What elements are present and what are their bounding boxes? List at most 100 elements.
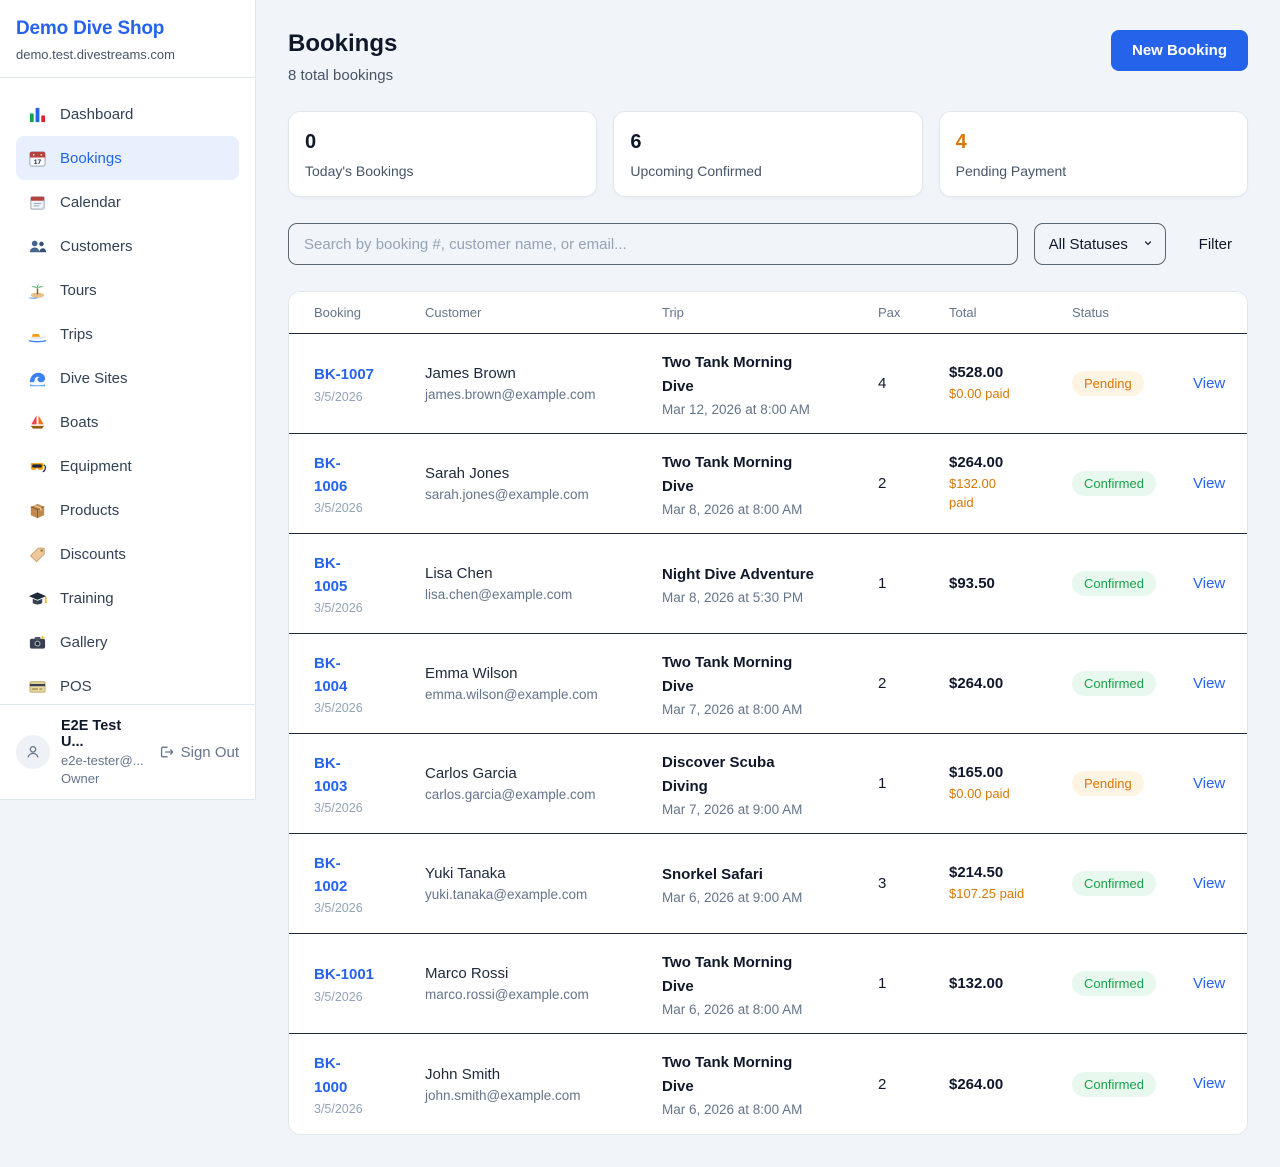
action-cell: View — [1193, 675, 1231, 693]
view-link[interactable]: View — [1193, 374, 1226, 392]
pax-value: 1 — [878, 575, 887, 592]
table-row: BK- 1003 3/5/2026 Carlos Garcia carlos.garc… — [289, 734, 1247, 834]
sidebar-item-trips[interactable]: Trips — [16, 312, 239, 356]
stat-card-pending-payment: 4 Pending Payment — [938, 111, 1248, 197]
sidebar-nav: Dashboard 17 Bookings Calendar Customers Tour… — [0, 78, 255, 722]
customer-name: Yuki Tanaka — [425, 865, 506, 882]
booking-id-link[interactable]: BK- 1002 — [314, 854, 348, 895]
sidebar-item-boats[interactable]: Boats — [16, 400, 239, 444]
shop-name: Demo Dive Shop — [16, 18, 165, 39]
column-header: Pax — [878, 305, 901, 320]
sidebar: Demo Dive Shop demo.test.divestreams.com… — [0, 0, 256, 800]
booking-id-link[interactable]: BK- 1005 — [314, 554, 348, 595]
sidebar-item-label: Products — [60, 501, 120, 519]
sign-out-button[interactable]: Sign Out — [158, 744, 239, 761]
pax-value: 2 — [878, 1075, 887, 1093]
trip-cell: Two Tank Morning Dive Mar 6, 2026 at 8:00… — [662, 951, 878, 1017]
sign-out-label: Sign Out — [180, 743, 239, 761]
graduation-cap-icon — [28, 589, 47, 608]
customer-cell: Emma Wilson emma.wilson@example.com — [425, 665, 662, 702]
booking-id-link[interactable]: BK-1007 — [314, 366, 375, 384]
status-cell: Pending — [1072, 771, 1193, 796]
status-filter-select[interactable]: All Statuses — [1033, 223, 1166, 265]
pax-value: 2 — [878, 475, 887, 492]
shop-domain: demo.test.divestreams.com — [16, 47, 175, 62]
sidebar-item-label: Calendar — [60, 193, 121, 211]
trip-cell: Snorkel Safari Mar 6, 2026 at 9:00 AM — [662, 863, 878, 905]
avatar — [16, 735, 50, 769]
customer-email: emma.wilson@example.com — [425, 687, 598, 702]
sidebar-item-label: Dive Sites — [60, 369, 128, 387]
total-cell: $528.00 $0.00 paid — [949, 364, 1072, 404]
sidebar-item-dive-sites[interactable]: Dive Sites — [16, 356, 239, 400]
total-cell: $93.50 — [949, 575, 1072, 592]
booking-id-link[interactable]: BK- 1004 — [314, 654, 348, 695]
view-link[interactable]: View — [1193, 874, 1226, 892]
view-link[interactable]: View — [1193, 474, 1226, 492]
trip-name: Discover Scuba Diving — [662, 753, 775, 795]
sidebar-item-bookings[interactable]: 17 Bookings — [16, 136, 239, 180]
sidebar-item-training[interactable]: Training — [16, 576, 239, 620]
speedboat-icon — [28, 325, 47, 344]
stat-label: Pending Payment — [955, 163, 1067, 179]
status-cell: Confirmed — [1072, 571, 1193, 596]
sidebar-item-pos[interactable]: POS — [16, 664, 239, 708]
booking-id-link[interactable]: BK- 1000 — [314, 1055, 348, 1096]
booking-id-link[interactable]: BK-1001 — [314, 966, 375, 984]
status-cell: Confirmed — [1072, 1071, 1193, 1097]
total-amount: $264.00 — [949, 1075, 1004, 1093]
paid-amount: $107.25 paid — [949, 885, 1025, 901]
sidebar-item-customers[interactable]: Customers — [16, 224, 239, 268]
calendar-date-icon: 17 — [28, 149, 47, 168]
user-email: e2e-tester@... — [61, 753, 144, 768]
user-name: E2E Test U... — [61, 718, 122, 750]
booking-date: 3/5/2026 — [314, 501, 363, 516]
total-cell: $264.00 — [949, 675, 1072, 692]
pax-value: 2 — [878, 675, 887, 692]
trip-cell: Two Tank Morning Dive Mar 6, 2026 at 8:00… — [662, 1051, 878, 1117]
customer-cell: Carlos Garcia carlos.garcia@example.com — [425, 765, 662, 802]
search-input[interactable] — [288, 223, 1018, 265]
view-link[interactable]: View — [1193, 974, 1226, 992]
user-info: E2E Test U... e2e-tester@... Owner — [61, 718, 147, 786]
view-link[interactable]: View — [1193, 674, 1226, 692]
stat-value: 4 — [955, 131, 967, 153]
total-cell: $264.00 $132.00 paid — [949, 454, 1072, 513]
action-cell: View — [1193, 875, 1231, 893]
booking-id-link[interactable]: BK- 1003 — [314, 754, 348, 795]
pax-value: 4 — [878, 375, 887, 392]
total-amount: $264.00 — [949, 675, 1004, 692]
trip-time: Mar 12, 2026 at 8:00 AM — [662, 401, 810, 417]
sidebar-item-discounts[interactable]: Discounts — [16, 532, 239, 576]
sidebar-item-tours[interactable]: Tours — [16, 268, 239, 312]
view-link[interactable]: View — [1193, 574, 1226, 592]
customer-cell: James Brown james.brown@example.com — [425, 365, 662, 402]
island-icon — [28, 281, 47, 300]
sidebar-item-gallery[interactable]: Gallery — [16, 620, 239, 664]
customer-email: marco.rossi@example.com — [425, 987, 589, 1002]
sidebar-item-equipment[interactable]: Equipment — [16, 444, 239, 488]
sidebar-item-label: Bookings — [60, 149, 122, 167]
action-cell: View — [1193, 375, 1231, 393]
sidebar-item-dashboard[interactable]: Dashboard — [16, 92, 239, 136]
new-booking-button[interactable]: New Booking — [1110, 30, 1248, 71]
trip-name: Snorkel Safari — [662, 865, 763, 883]
view-link[interactable]: View — [1193, 1075, 1226, 1092]
filter-button[interactable]: Filter — [1198, 235, 1232, 253]
trip-time: Mar 7, 2026 at 8:00 AM — [662, 701, 803, 717]
booking-date: 3/5/2026 — [314, 1101, 363, 1116]
view-link[interactable]: View — [1193, 774, 1226, 792]
trip-time: Mar 7, 2026 at 9:00 AM — [662, 801, 803, 817]
status-badge: Pending — [1072, 371, 1144, 396]
sidebar-item-products[interactable]: Products — [16, 488, 239, 532]
status-cell: Confirmed — [1072, 471, 1193, 496]
booking-date: 3/5/2026 — [314, 701, 363, 716]
table-row: BK-1007 3/5/2026 James Brown james.brown@ex… — [289, 334, 1247, 434]
booking-cell: BK- 1006 3/5/2026 — [314, 452, 425, 516]
sidebar-user-footer: E2E Test U... e2e-tester@... Owner Sign … — [0, 704, 255, 799]
status-badge: Confirmed — [1072, 571, 1156, 596]
booking-id-link[interactable]: BK- 1006 — [314, 454, 348, 495]
sidebar-item-calendar[interactable]: Calendar — [16, 180, 239, 224]
booking-cell: BK- 1004 3/5/2026 — [314, 652, 425, 716]
customer-cell: Marco Rossi marco.rossi@example.com — [425, 965, 662, 1002]
